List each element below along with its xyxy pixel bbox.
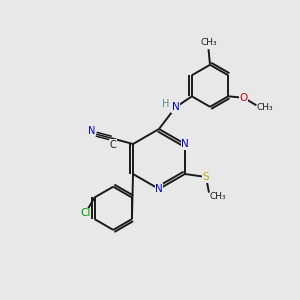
Text: CH₃: CH₃ bbox=[256, 103, 273, 112]
Text: N: N bbox=[88, 125, 95, 136]
Text: C: C bbox=[110, 140, 116, 150]
Text: O: O bbox=[240, 93, 248, 103]
Text: S: S bbox=[203, 172, 209, 182]
Text: CH₃: CH₃ bbox=[200, 38, 217, 47]
Text: N: N bbox=[155, 184, 163, 194]
Text: N: N bbox=[172, 102, 179, 112]
Text: H: H bbox=[162, 99, 169, 110]
Text: CH₃: CH₃ bbox=[209, 192, 226, 201]
Text: Cl: Cl bbox=[80, 208, 91, 218]
Text: N: N bbox=[181, 139, 189, 149]
